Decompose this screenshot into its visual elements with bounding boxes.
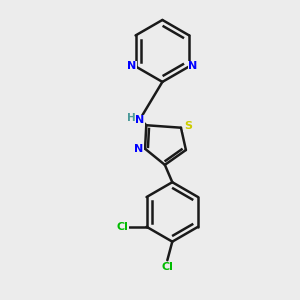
Text: N: N [136, 115, 145, 125]
Text: S: S [184, 122, 192, 131]
Text: N: N [188, 61, 197, 71]
Text: H: H [127, 113, 136, 123]
Text: Cl: Cl [116, 222, 128, 232]
Text: Cl: Cl [161, 262, 173, 272]
Text: N: N [134, 144, 143, 154]
Text: N: N [127, 61, 136, 71]
